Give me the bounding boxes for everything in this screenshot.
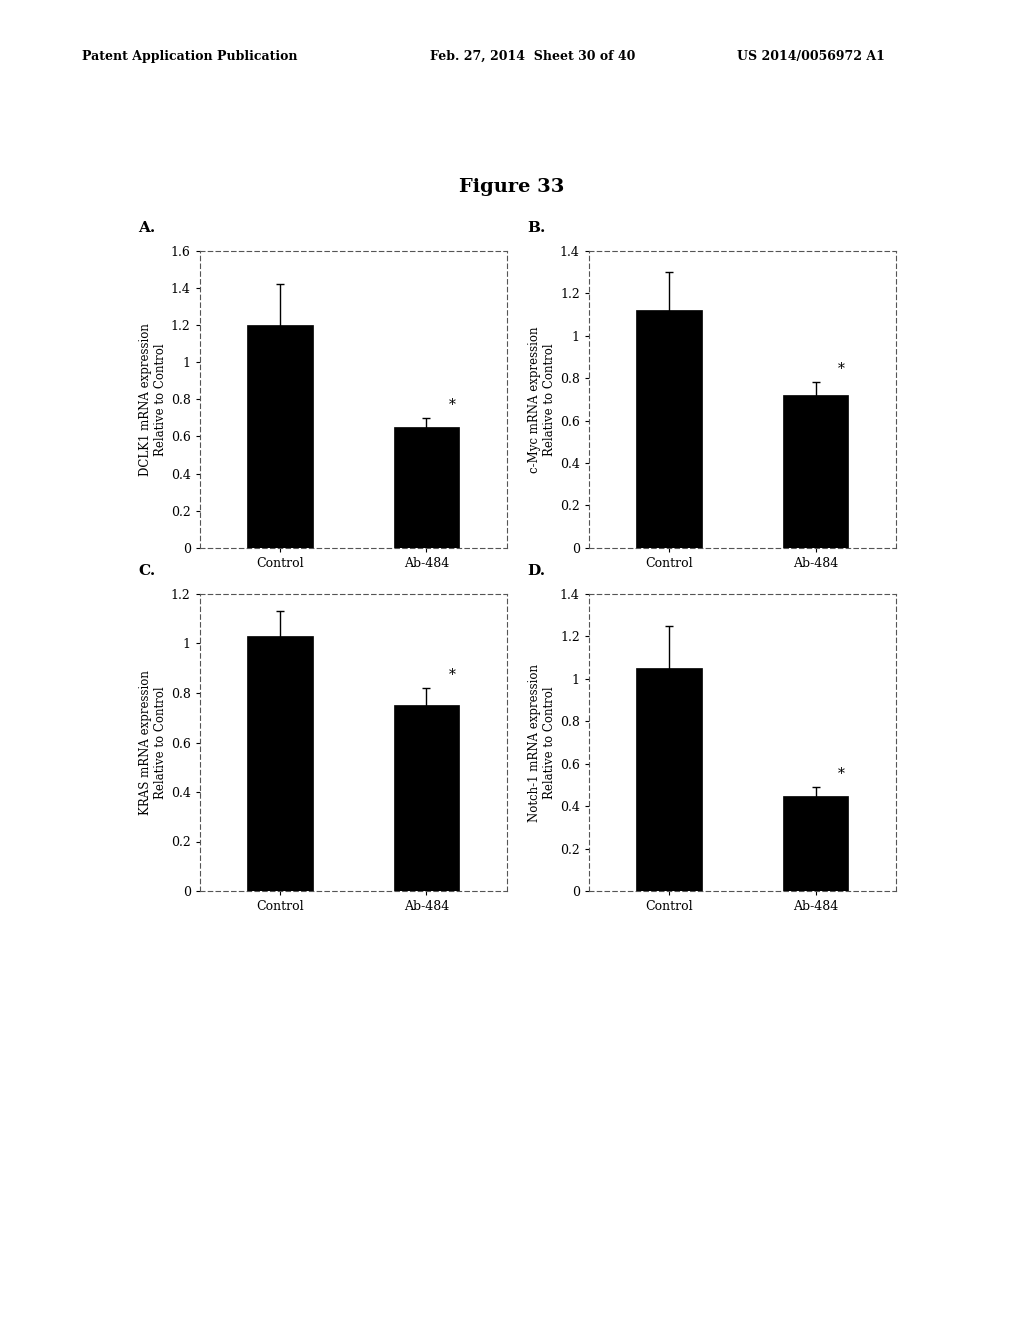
Text: *: * — [838, 767, 845, 781]
Bar — [393, 705, 460, 891]
Text: D.: D. — [527, 564, 546, 578]
Text: C.: C. — [138, 564, 156, 578]
Text: Figure 33: Figure 33 — [460, 178, 564, 197]
Text: *: * — [838, 363, 845, 376]
Bar — [247, 636, 313, 891]
Bar — [247, 325, 313, 548]
Text: Patent Application Publication: Patent Application Publication — [82, 50, 297, 63]
Text: *: * — [449, 668, 456, 682]
Y-axis label: DCLK1 mRNA expression
Relative to Control: DCLK1 mRNA expression Relative to Contro… — [138, 323, 167, 475]
Y-axis label: c-Myc mRNA expression
Relative to Control: c-Myc mRNA expression Relative to Contro… — [527, 326, 556, 473]
Bar — [782, 395, 849, 548]
Bar — [782, 796, 849, 891]
Text: Feb. 27, 2014  Sheet 30 of 40: Feb. 27, 2014 Sheet 30 of 40 — [430, 50, 636, 63]
Bar — [636, 310, 702, 548]
Text: A.: A. — [138, 220, 156, 235]
Text: B.: B. — [527, 220, 546, 235]
Y-axis label: KRAS mRNA expression
Relative to Control: KRAS mRNA expression Relative to Control — [138, 671, 167, 814]
Text: US 2014/0056972 A1: US 2014/0056972 A1 — [737, 50, 885, 63]
Bar — [393, 428, 460, 548]
Y-axis label: Notch-1 mRNA expression
Relative to Control: Notch-1 mRNA expression Relative to Cont… — [527, 664, 556, 821]
Bar — [636, 668, 702, 891]
Text: *: * — [449, 397, 456, 412]
